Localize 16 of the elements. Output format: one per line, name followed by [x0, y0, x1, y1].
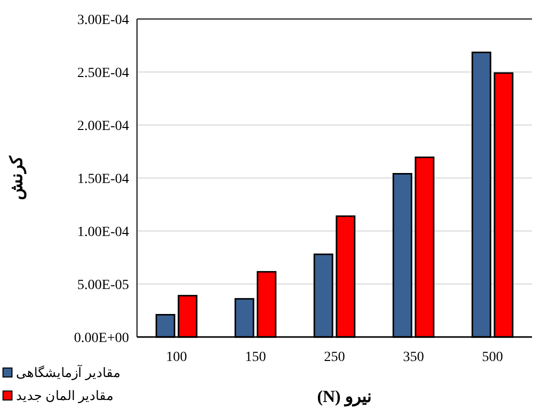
y-tick-label: 2.50E-04 — [77, 66, 129, 81]
y-axis-title: کرنش — [7, 155, 27, 200]
y-tick-label: 2.00E-04 — [77, 118, 129, 134]
legend-label: مقادیر المان جدید — [16, 388, 114, 404]
x-tick-label: 100 — [166, 350, 187, 365]
y-tick-label: 0.00E+00 — [74, 330, 129, 346]
y-tick-label: 1.50E-04 — [77, 172, 129, 187]
y-tick-label: 5.00E-05 — [77, 278, 129, 293]
x-tick-label: 500 — [482, 350, 503, 365]
legend-label: مقادیر آزمایشگاهی — [16, 364, 120, 381]
x-tick-label: 350 — [403, 350, 424, 365]
y-tick-label: 1.00E-04 — [77, 224, 129, 240]
x-tick-label: 150 — [245, 350, 266, 365]
x-tick-label: 250 — [324, 350, 345, 365]
y-tick-label: 3.00E-04 — [77, 12, 129, 28]
x-axis-title: نیرو (N) — [317, 387, 372, 407]
